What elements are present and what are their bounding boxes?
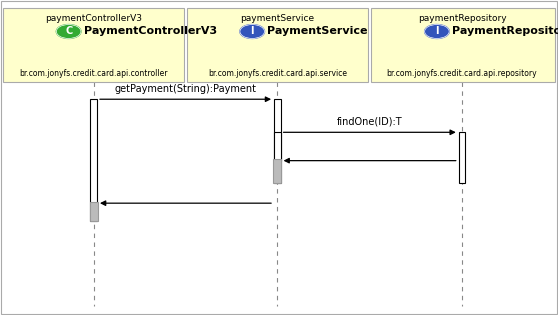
Bar <box>3 8 184 82</box>
Bar <box>371 8 555 82</box>
Text: br.com.jonyfs.credit.card.api.controller: br.com.jonyfs.credit.card.api.controller <box>20 69 168 78</box>
Text: C: C <box>65 26 72 37</box>
Bar <box>274 99 281 183</box>
Text: I: I <box>251 26 254 37</box>
Bar <box>273 159 281 183</box>
Text: PaymentControllerV3: PaymentControllerV3 <box>84 26 217 37</box>
Circle shape <box>240 25 264 38</box>
Text: PaymentService: PaymentService <box>267 26 368 37</box>
Text: getPayment(String):Payment: getPayment(String):Payment <box>114 83 257 94</box>
Text: findOne(ID):T: findOne(ID):T <box>337 117 402 127</box>
Text: paymentRepository: paymentRepository <box>418 14 506 23</box>
Text: PaymentRepository: PaymentRepository <box>452 26 558 37</box>
Text: br.com.jonyfs.credit.card.api.service: br.com.jonyfs.credit.card.api.service <box>208 69 347 78</box>
Bar <box>90 202 98 220</box>
Bar <box>459 132 465 183</box>
Circle shape <box>56 25 81 38</box>
Text: paymentService: paymentService <box>240 14 314 23</box>
Text: I: I <box>435 26 439 37</box>
Bar <box>274 132 281 161</box>
Bar <box>187 8 368 82</box>
Circle shape <box>425 25 449 38</box>
Text: paymentControllerV3: paymentControllerV3 <box>45 14 142 23</box>
Bar <box>90 99 97 220</box>
Text: br.com.jonyfs.credit.card.api.repository: br.com.jonyfs.credit.card.api.repository <box>387 69 537 78</box>
